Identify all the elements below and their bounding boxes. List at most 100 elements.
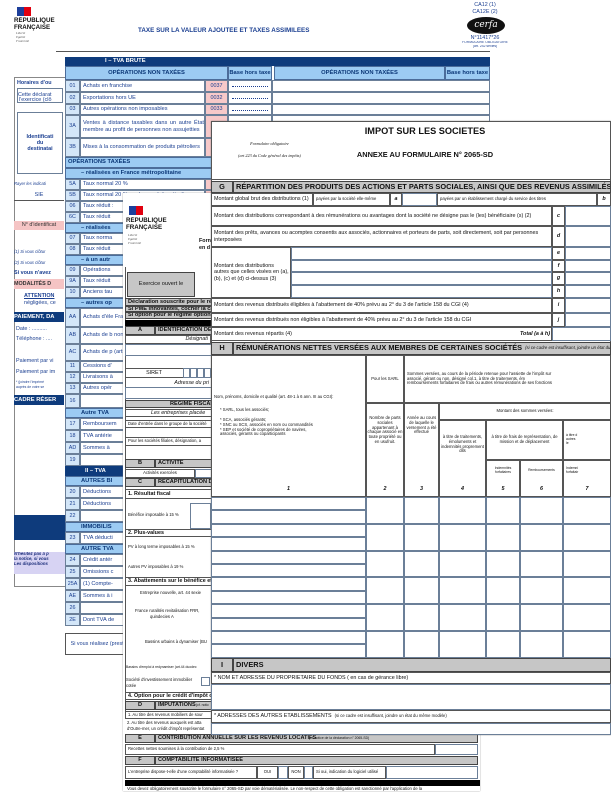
h-name-field[interactable] (211, 644, 366, 658)
h-amount-field[interactable] (563, 631, 611, 658)
g-amount-field[interactable] (565, 247, 611, 260)
h-amount-field[interactable] (404, 550, 439, 578)
h-amount-field[interactable] (563, 550, 611, 578)
h-amount-field[interactable] (439, 497, 486, 524)
divider (14, 200, 64, 201)
h-amount-field[interactable] (439, 577, 486, 605)
amount-field[interactable] (272, 104, 490, 115)
help-note: N'hésitez pas à p la notice, si vous Les… (14, 552, 65, 574)
row-code: 25A (65, 578, 80, 590)
siret-digit[interactable] (197, 368, 204, 378)
siret-digit[interactable] (190, 368, 197, 378)
h-amount-field[interactable] (520, 604, 563, 631)
amount-field[interactable] (228, 80, 272, 92)
h-name-field[interactable] (211, 577, 366, 591)
siret-digit[interactable] (183, 368, 190, 378)
g-line-field[interactable] (291, 272, 552, 285)
h-amount-field[interactable] (404, 497, 439, 524)
g-amount-field[interactable] (565, 272, 611, 285)
h-amount-field[interactable] (404, 631, 439, 658)
g-letter: b (597, 193, 611, 206)
no-label: NON (288, 766, 304, 779)
h-name-field[interactable] (211, 590, 366, 605)
h-amount-field[interactable] (520, 523, 563, 551)
h-amount-field[interactable] (366, 550, 404, 578)
h-amount-field[interactable] (366, 577, 404, 605)
rental-field[interactable] (435, 744, 478, 755)
g-line-field[interactable] (291, 247, 552, 260)
row-code: 2E (65, 614, 80, 626)
h-amount-field[interactable] (366, 631, 404, 658)
h-name-field[interactable] (211, 497, 366, 511)
other-addresses-field[interactable] (211, 723, 611, 735)
h-amount-field[interactable] (404, 523, 439, 551)
g-line-field[interactable] (291, 260, 552, 272)
h-name-field[interactable] (211, 617, 366, 631)
siic-checkbox[interactable] (201, 677, 210, 686)
h-amount-field[interactable] (520, 631, 563, 658)
h-name-field[interactable] (211, 564, 366, 578)
profit-field[interactable] (190, 503, 211, 529)
g-amount-field[interactable] (565, 313, 611, 327)
h-amount-field[interactable] (366, 523, 404, 551)
h-amount-field[interactable] (563, 604, 611, 631)
h-amount-field[interactable] (563, 497, 611, 524)
g-amount-field[interactable] (565, 260, 611, 272)
h-amount-field[interactable] (439, 631, 486, 658)
phone-field[interactable]: Téléphone : .... (16, 336, 52, 343)
amount-field[interactable] (228, 104, 272, 115)
h-amount-field[interactable] (366, 497, 404, 524)
g-amount-field[interactable] (402, 193, 437, 206)
h-amount-field[interactable] (520, 550, 563, 578)
h-name-field[interactable] (211, 523, 366, 538)
exercise-date-field[interactable]: Exercice ouvert le (127, 272, 195, 297)
g-letter: e (552, 247, 565, 260)
h-name-field[interactable] (211, 550, 366, 564)
h-amount-field[interactable] (486, 604, 520, 631)
h-name-field[interactable] (211, 604, 366, 618)
hours-label: Horaires d'ou (17, 79, 52, 86)
amount-field[interactable] (272, 80, 490, 92)
software-field[interactable] (386, 766, 478, 779)
h-amount-field[interactable] (486, 550, 520, 578)
g-amount-field[interactable] (565, 285, 611, 298)
h-amount-field[interactable] (563, 577, 611, 605)
h-amount-field[interactable] (439, 523, 486, 551)
h-amount-field[interactable] (366, 604, 404, 631)
h-amount-field[interactable] (439, 604, 486, 631)
h-amount-field[interactable] (486, 523, 520, 551)
amount-field[interactable] (272, 92, 490, 104)
h-name-field[interactable] (211, 537, 366, 551)
g-total-field[interactable] (552, 327, 611, 341)
no-checkbox[interactable] (304, 766, 313, 779)
h-amount-field[interactable] (486, 631, 520, 658)
h-amount-field[interactable] (439, 550, 486, 578)
h-name-field[interactable] (211, 510, 366, 524)
owner-field[interactable] (211, 684, 611, 710)
g-amount-field[interactable] (565, 298, 611, 313)
g-letter: g (552, 272, 565, 285)
h-amount-field[interactable] (563, 523, 611, 551)
h-amount-field[interactable] (520, 577, 563, 605)
g-amount-field[interactable] (565, 226, 611, 247)
h-amount-field[interactable] (520, 497, 563, 524)
row-code: 21 (65, 498, 80, 510)
sie-label: SIE (34, 191, 44, 198)
amount-field[interactable] (228, 92, 272, 104)
strike-note: Rayer les indicati (14, 181, 46, 187)
row-label: Achats en franchise (80, 80, 205, 92)
h-amount-field[interactable] (486, 497, 520, 524)
date-field[interactable]: Date : .......... (16, 326, 47, 333)
h-amount-field[interactable] (404, 577, 439, 605)
h-name-field[interactable] (211, 631, 366, 645)
siret-digit[interactable] (204, 368, 211, 378)
row-code: 18 (65, 430, 80, 442)
g-amount-field[interactable] (565, 206, 611, 226)
logo-name: FRANÇAISE (14, 24, 51, 31)
h-amount-field[interactable] (486, 577, 520, 605)
g-line-field[interactable] (291, 285, 552, 298)
yes-checkbox[interactable] (278, 766, 288, 779)
h-amount-field[interactable] (404, 604, 439, 631)
logo-name: RÉPUBLIQUE (126, 217, 167, 224)
siret-label: SIRET (146, 369, 162, 376)
